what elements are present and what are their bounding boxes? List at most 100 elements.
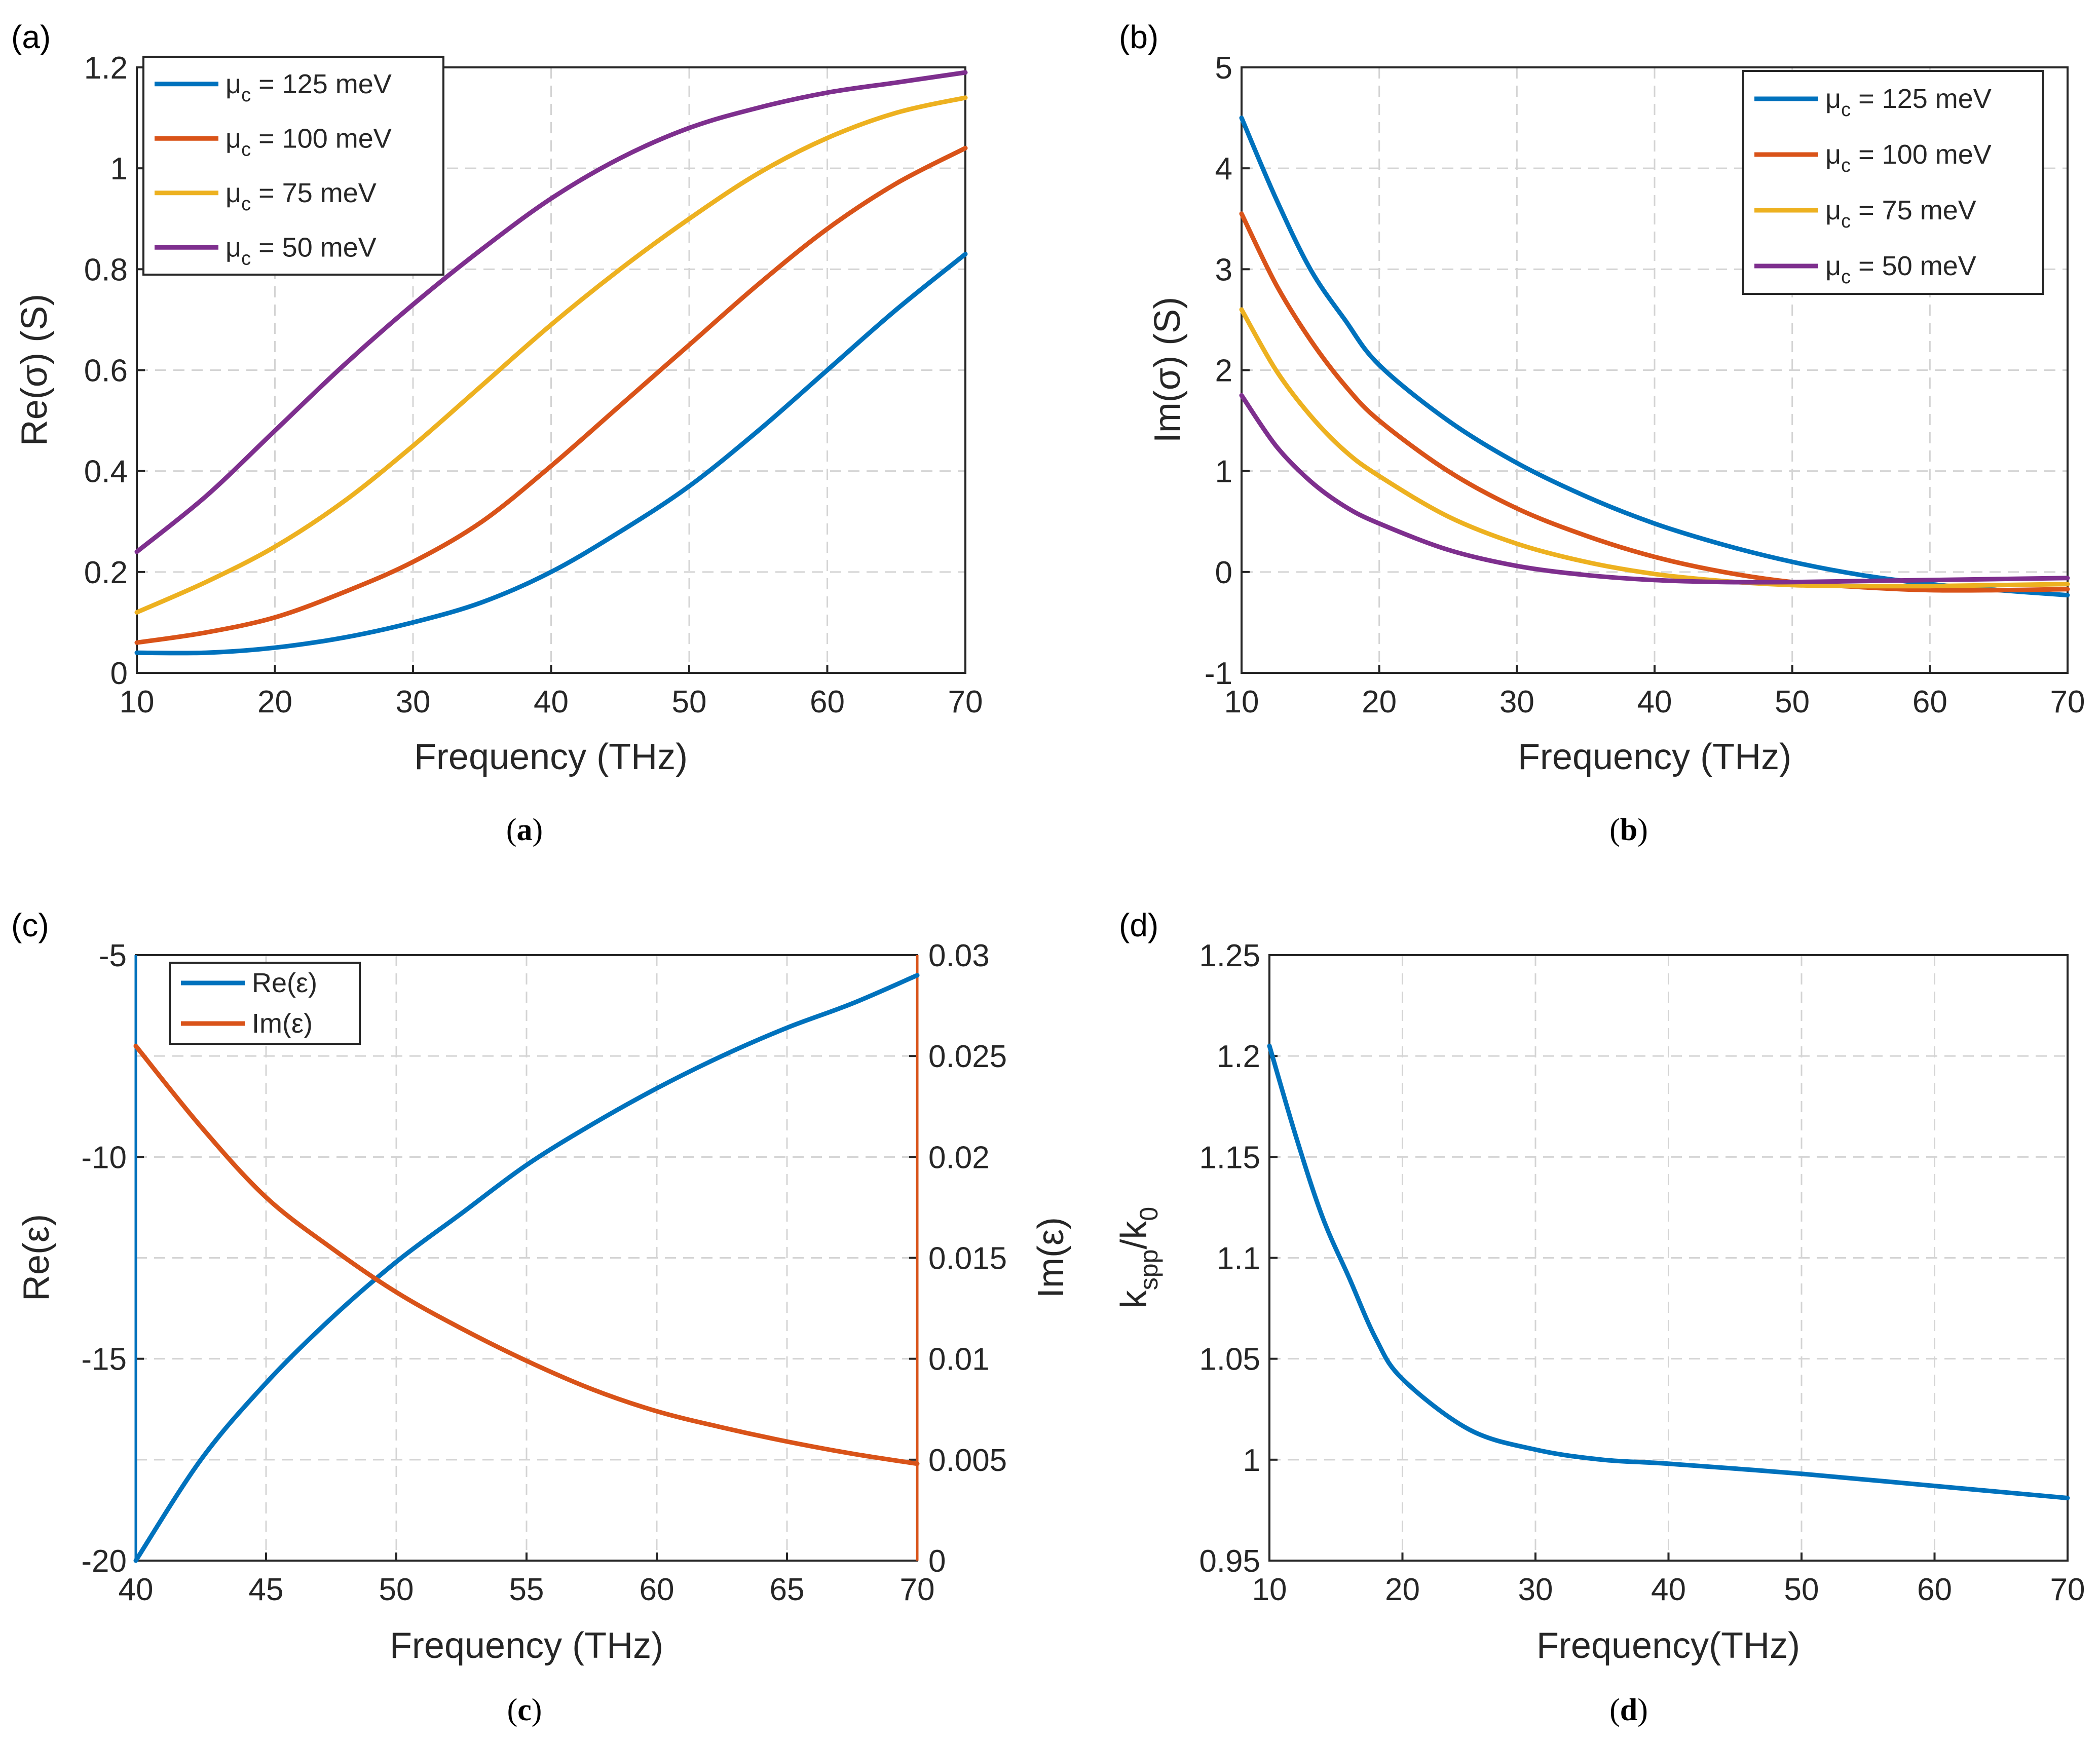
x-axis-label-b: Frequency (THz) xyxy=(1518,737,1791,777)
series-line-b-3 xyxy=(1239,393,2070,585)
x-tick-label-a-3: 40 xyxy=(534,685,569,719)
grid-d xyxy=(1269,955,2068,1561)
y-right-tick-label-c-2: 0.01 xyxy=(928,1342,990,1377)
y-tick-label-b-3: 2 xyxy=(1215,354,1232,389)
y-right-tick-label-c-6: 0.03 xyxy=(928,938,990,973)
y-axis-label-d: kspp/k0 xyxy=(1114,1207,1163,1308)
x-tick-label-b-5: 60 xyxy=(1913,685,1947,719)
legend-label-c-0: Re(ε) xyxy=(252,968,317,998)
y-tick-label-b-4: 3 xyxy=(1215,252,1232,287)
caption-c: (c) xyxy=(507,1693,542,1727)
ticks-d: 10 20 30 40 50 60 70 0.95 1 1.05 1.1 1.15 1.2 1.25 xyxy=(1199,938,2085,1607)
y-tick-label-b-2: 1 xyxy=(1215,455,1232,489)
y-tick-label-d-2: 1.05 xyxy=(1199,1342,1260,1377)
y-tick-label-c-1: -15 xyxy=(81,1342,127,1377)
grid-c xyxy=(136,955,917,1561)
series-line-a-2 xyxy=(134,95,968,615)
y-tick-label-a-6: 1.2 xyxy=(84,51,128,86)
y-tick-label-a-3: 0.6 xyxy=(84,354,128,389)
legend-box-b xyxy=(1742,70,2044,295)
series-line-b-2 xyxy=(1239,307,2070,589)
series-line-a-1 xyxy=(134,145,968,645)
series-c xyxy=(133,973,920,1563)
x-tick-label-d-0: 10 xyxy=(1252,1572,1287,1607)
ticks-b: 10 20 30 40 50 60 70 -1 0 1 2 3 4 5 xyxy=(1205,51,2085,719)
x-tick-label-a-2: 30 xyxy=(396,685,431,719)
panel-b-label: (b) xyxy=(1119,19,1158,55)
x-tick-label-c-2: 50 xyxy=(379,1572,414,1607)
y-right-tick-label-c-4: 0.02 xyxy=(928,1140,990,1175)
x-axis-label-a: Frequency (THz) xyxy=(414,737,688,777)
x-tick-label-b-0: 10 xyxy=(1224,685,1259,719)
series-line-c-1 xyxy=(133,1043,920,1466)
y-tick-label-a-5: 1 xyxy=(110,152,128,186)
panel-b: (b) 10 20 30 40 50 60 70 -1 0 1 2 3 4 5 Frequency (TH… xyxy=(1119,19,2085,847)
x-tick-label-a-5: 60 xyxy=(810,685,845,719)
x-tick-label-c-0: 40 xyxy=(119,1572,154,1607)
x-tick-label-c-5: 65 xyxy=(770,1572,805,1607)
x-tick-label-a-4: 50 xyxy=(672,685,707,719)
x-tick-label-d-2: 30 xyxy=(1518,1572,1553,1607)
series-line-c-0 xyxy=(133,973,920,1563)
series-a xyxy=(134,70,968,656)
x-tick-label-a-1: 20 xyxy=(257,685,292,719)
x-tick-label-b-3: 40 xyxy=(1637,685,1672,719)
x-tick-label-c-1: 45 xyxy=(249,1572,284,1607)
y-tick-label-d-3: 1.1 xyxy=(1217,1241,1260,1276)
y-tick-label-c-2: -10 xyxy=(81,1140,127,1175)
legend-box-c xyxy=(169,962,361,1045)
x-tick-label-b-6: 70 xyxy=(2050,685,2085,719)
series-line-a-3 xyxy=(134,70,968,554)
x-tick-label-b-4: 50 xyxy=(1775,685,1810,719)
x-tick-label-b-1: 20 xyxy=(1362,685,1397,719)
y-tick-label-d-4: 1.15 xyxy=(1199,1140,1260,1175)
panel-c-label: (c) xyxy=(11,907,49,943)
legend-label-a-1: μc = 100 meV xyxy=(226,123,392,160)
y-tick-label-c-3: -5 xyxy=(99,938,127,973)
x-axis-label-c: Frequency (THz) xyxy=(390,1625,663,1666)
y-tick-label-d-1: 1 xyxy=(1243,1443,1260,1478)
y-tick-label-c-0: -20 xyxy=(81,1544,127,1579)
y-axis-label-a: Re(σ) (S) xyxy=(14,294,55,446)
y-tick-label-b-1: 0 xyxy=(1215,555,1232,590)
y-tick-label-a-0: 0 xyxy=(110,656,128,691)
panel-a: (a) 10 20 30 40 50 60 70 0 0.2 0.4 0.6 0.8 1 1.2 Freq… xyxy=(11,19,983,847)
x-tick-label-d-6: 70 xyxy=(2050,1572,2085,1607)
y-axis-label-b: Im(σ) (S) xyxy=(1147,297,1188,443)
series-line-d-0 xyxy=(1267,1043,2070,1500)
caption-b: (b) xyxy=(1609,813,1648,847)
y-tick-label-d-6: 1.25 xyxy=(1199,938,1260,973)
legend-box-a xyxy=(142,56,444,276)
x-tick-label-c-6: 70 xyxy=(900,1572,935,1607)
y-tick-label-a-2: 0.4 xyxy=(84,455,128,489)
x-tick-label-c-4: 60 xyxy=(640,1572,674,1607)
x-axis-label-d: Frequency(THz) xyxy=(1536,1625,1800,1666)
y-tick-label-a-1: 0.2 xyxy=(84,555,128,590)
y-tick-label-d-5: 1.2 xyxy=(1217,1039,1260,1074)
y-tick-label-b-6: 5 xyxy=(1215,51,1232,86)
ticks-c: 40 45 50 55 60 65 70 -20 -15 -10 -5 0 0.005 0.01 0.015… xyxy=(81,938,1007,1607)
series-line-b-1 xyxy=(1239,211,2070,593)
legend-label-b-1: μc = 100 meV xyxy=(1825,139,1992,176)
series-line-a-0 xyxy=(134,252,968,656)
x-tick-label-a-6: 70 xyxy=(948,685,983,719)
legend-label-a-0: μc = 125 meV xyxy=(226,69,392,106)
legend-label-a-3: μc = 50 meV xyxy=(226,232,377,269)
legend-label-b-2: μc = 75 meV xyxy=(1825,195,1976,232)
x-tick-label-d-4: 50 xyxy=(1784,1572,1819,1607)
legend-label-b-0: μc = 125 meV xyxy=(1825,84,1992,121)
legend-label-c-1: Im(ε) xyxy=(252,1008,313,1039)
panel-c: (c) 40 45 50 55 60 65 70 -20 -15 -10 -5 0 0.005 0.01 0… xyxy=(11,907,1071,1727)
y-tick-label-a-4: 0.8 xyxy=(84,252,128,287)
legend-b: μc = 125 meV μc = 100 meV μc = 75 meV μc = … xyxy=(1742,70,2044,295)
x-tick-label-d-3: 40 xyxy=(1651,1572,1686,1607)
y-tick-label-b-0: -1 xyxy=(1205,656,1232,691)
panel-d-label: (d) xyxy=(1119,907,1158,943)
legend-label-a-2: μc = 75 meV xyxy=(226,178,377,215)
x-tick-label-d-1: 20 xyxy=(1385,1572,1420,1607)
panel-d: (d) 10 20 30 40 50 60 70 0.95 1 1.05 1.1 1.15 1.2 1.2… xyxy=(1114,907,2085,1727)
y-axis-right-label-c: Im(ε) xyxy=(1031,1217,1071,1298)
caption-d: (d) xyxy=(1609,1693,1648,1727)
y-tick-label-b-5: 4 xyxy=(1215,152,1232,186)
